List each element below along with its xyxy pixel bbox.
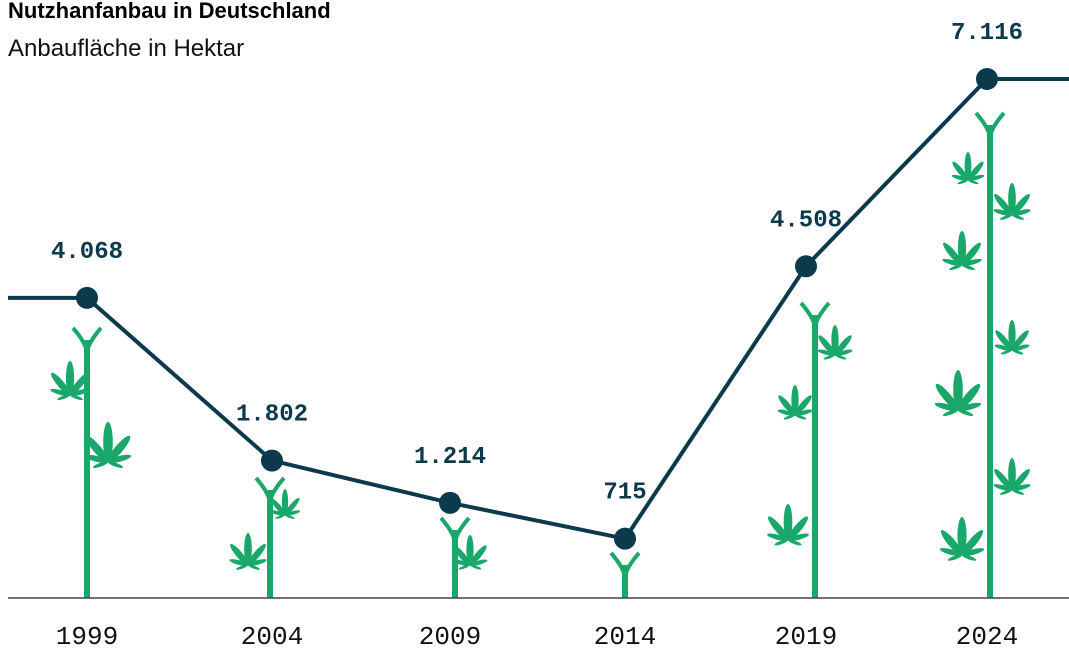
x-tick-label: 2014	[594, 622, 656, 648]
data-point	[439, 492, 461, 514]
x-tick-label: 2009	[419, 622, 481, 648]
leaf	[933, 370, 983, 417]
data-point	[261, 450, 283, 472]
leaf	[993, 320, 1030, 355]
leaf	[228, 533, 268, 571]
page: Nutzhanfanbau in Deutschland Anbaufläche…	[0, 0, 1069, 648]
chart-subtitle: Anbaufläche in Hektar	[8, 35, 244, 62]
data-line	[87, 79, 987, 539]
chart: Nutzhanfanbau in Deutschland Anbaufläche…	[0, 0, 1069, 648]
value-label: 4.508	[770, 207, 842, 234]
x-tick-label: 2024	[956, 622, 1018, 648]
value-label: 1.214	[414, 444, 486, 471]
value-label: 1.802	[236, 402, 308, 429]
chart-title: Nutzhanfanbau in Deutschland	[8, 0, 331, 23]
data-point	[76, 287, 98, 309]
leaf	[816, 325, 853, 360]
value-label: 4.068	[51, 239, 123, 266]
data-point	[614, 528, 636, 550]
leaf	[83, 422, 133, 469]
data-point	[795, 255, 817, 277]
x-tick-label: 2019	[775, 622, 837, 648]
leaf	[992, 183, 1032, 221]
x-tick-label: 1999	[56, 622, 118, 648]
value-label: 715	[603, 480, 646, 507]
leaf	[992, 458, 1032, 496]
leaf	[951, 152, 986, 185]
data-point	[976, 68, 998, 90]
leaf	[766, 504, 811, 547]
x-tick-label: 2004	[241, 622, 303, 648]
leaf	[938, 517, 985, 562]
leaf	[776, 385, 813, 420]
value-label: 7.116	[951, 20, 1023, 47]
leaf	[941, 231, 983, 271]
